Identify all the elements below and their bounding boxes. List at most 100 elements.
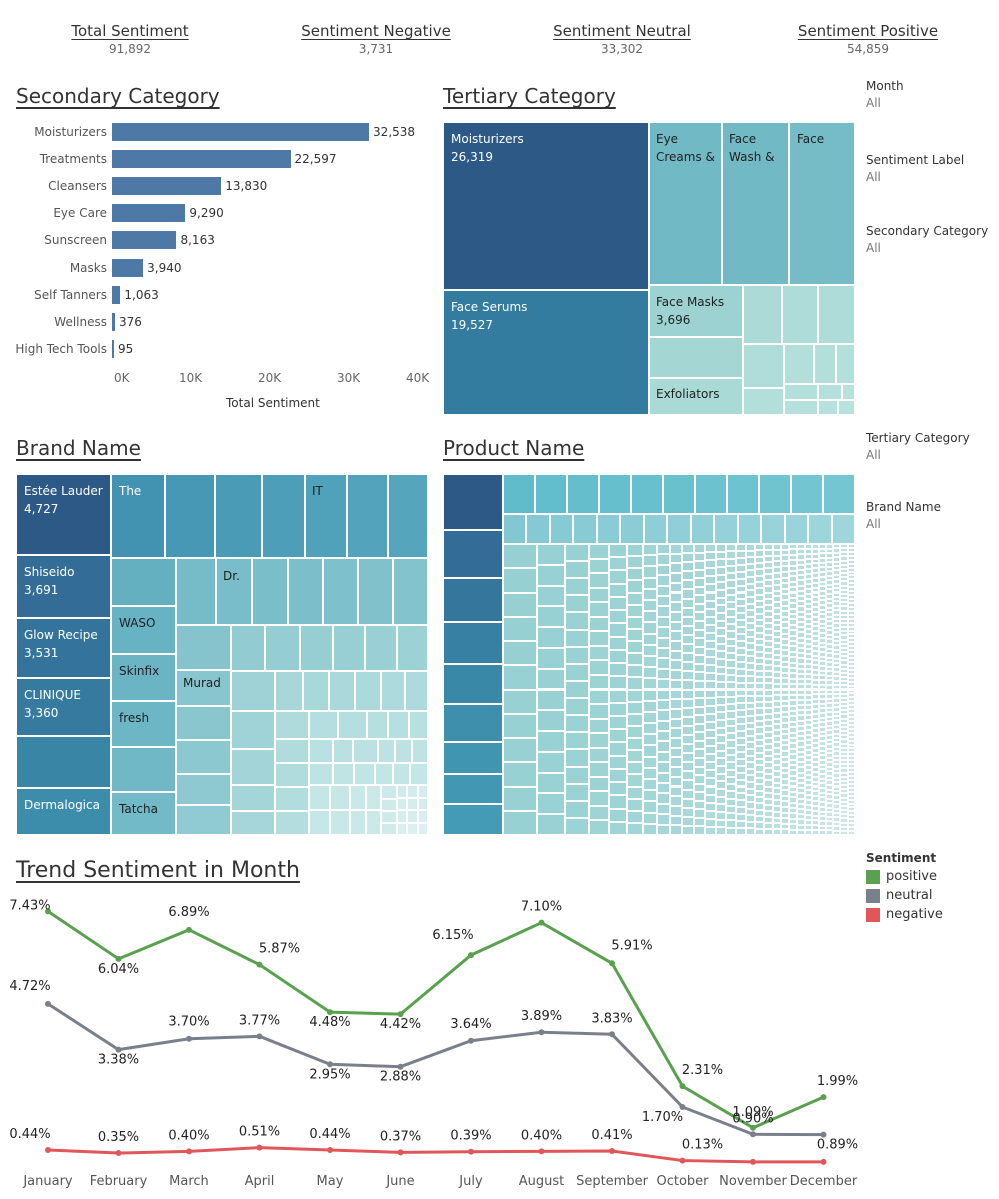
treemap-cell[interactable] [764,562,773,569]
treemap-cell[interactable] [764,774,773,781]
treemap-cell[interactable] [670,641,682,651]
treemap-cell[interactable] [746,676,755,683]
treemap-cell[interactable] [812,674,819,680]
treemap-cell[interactable] [589,573,609,588]
treemap-cell[interactable] [805,649,812,655]
treemap-cell[interactable] [826,639,833,645]
treemap-cell[interactable] [833,711,840,716]
treemap-cell[interactable] [736,765,746,773]
treemap-cell[interactable] [764,689,773,696]
treemap-cell[interactable] [736,821,746,829]
treemap-cell[interactable] [716,635,726,644]
treemap-cell[interactable] [736,689,746,697]
treemap-cell-face-masks[interactable] [649,285,743,337]
treemap-cell[interactable] [797,809,805,815]
treemap-cell[interactable] [589,587,609,603]
treemap-cell[interactable] [366,785,381,810]
treemap-cell[interactable] [773,613,781,620]
treemap-cell[interactable] [826,657,833,663]
treemap-cell[interactable] [670,602,682,612]
treemap-cell[interactable] [589,616,609,632]
treemap-cell[interactable] [840,785,848,790]
treemap-cell[interactable] [736,613,746,621]
treemap-cell[interactable] [848,661,855,666]
treemap-cell[interactable] [764,683,773,690]
treemap-cell[interactable] [826,666,833,672]
treemap-cell[interactable] [826,644,833,649]
treemap-cell[interactable] [840,564,848,569]
legend-item-negative[interactable]: negative [866,907,943,922]
treemap-cell[interactable] [736,564,746,572]
treemap-cell[interactable] [789,732,797,738]
treemap-cell[interactable] [755,670,764,677]
treemap-cell[interactable] [797,788,805,794]
treemap-cell[interactable] [746,563,755,571]
treemap-cell[interactable] [819,806,826,812]
treemap-cell[interactable] [812,830,819,835]
treemap-cell[interactable] [682,571,694,581]
treemap-cell[interactable] [819,605,826,610]
treemap-cell[interactable] [705,608,716,617]
treemap-cell[interactable] [812,616,819,622]
treemap-cell[interactable] [657,627,670,638]
treemap-cell[interactable] [812,636,819,641]
filter-value[interactable]: All [866,517,881,531]
treemap-cell[interactable] [764,628,773,635]
treemap-cell[interactable] [848,779,855,784]
treemap-cell[interactable] [410,763,428,785]
treemap-cell[interactable] [589,791,609,806]
treemap-cell[interactable] [657,741,670,752]
treemap-cell[interactable] [705,770,716,779]
treemap-cell[interactable] [670,573,682,583]
treemap-cell-the[interactable] [111,474,165,558]
treemap-cell[interactable] [381,671,405,711]
treemap-cell[interactable] [397,798,407,810]
treemap-cell[interactable] [409,711,428,739]
treemap-cell[interactable] [716,781,726,790]
treemap-cell[interactable] [231,749,275,785]
treemap-cell[interactable] [670,805,682,816]
treemap-cell[interactable] [789,597,797,604]
treemap-cell[interactable] [789,716,797,722]
treemap-cell[interactable] [789,603,797,609]
treemap-cell[interactable] [694,757,705,767]
treemap-cell[interactable] [682,634,694,645]
treemap-cell[interactable] [503,641,537,666]
treemap-cell[interactable] [682,562,694,572]
treemap-cell[interactable] [627,798,643,811]
treemap-cell[interactable] [643,566,657,578]
treemap-cell[interactable] [746,603,755,611]
data-point-positive[interactable] [468,952,474,959]
treemap-cell[interactable] [773,776,781,783]
treemap-cell[interactable] [736,557,746,565]
treemap-cell[interactable] [726,674,736,683]
treemap-cell[interactable] [805,594,812,600]
treemap-cell[interactable] [643,555,657,567]
treemap-cell[interactable] [833,751,840,756]
data-point-neutral[interactable] [186,1035,192,1042]
treemap-cell[interactable] [805,709,812,715]
treemap-cell[interactable] [726,587,736,595]
treemap-cell[interactable] [657,689,670,700]
treemap-cell[interactable] [805,599,812,605]
treemap-cell[interactable] [840,726,848,732]
treemap-cell[interactable] [826,712,833,717]
treemap-cell[interactable] [781,795,789,802]
treemap-cell[interactable] [755,550,764,557]
treemap-cell[interactable] [726,631,736,639]
treemap-cell[interactable] [819,661,826,667]
treemap-cell[interactable] [819,680,826,685]
treemap-cell[interactable] [764,550,773,557]
treemap-cell[interactable] [848,606,855,611]
treemap-cell[interactable] [705,802,716,811]
treemap-cell[interactable] [275,739,309,763]
treemap-cell[interactable] [805,559,812,565]
treemap-cell[interactable] [773,584,781,591]
treemap-cell[interactable] [746,682,755,690]
treemap-cell[interactable] [764,780,773,787]
treemap-cell[interactable] [833,742,840,747]
treemap-cell[interactable] [670,767,682,777]
treemap-cell[interactable] [649,337,743,378]
data-point-neutral[interactable] [538,1029,545,1036]
treemap-cell[interactable] [393,763,410,785]
